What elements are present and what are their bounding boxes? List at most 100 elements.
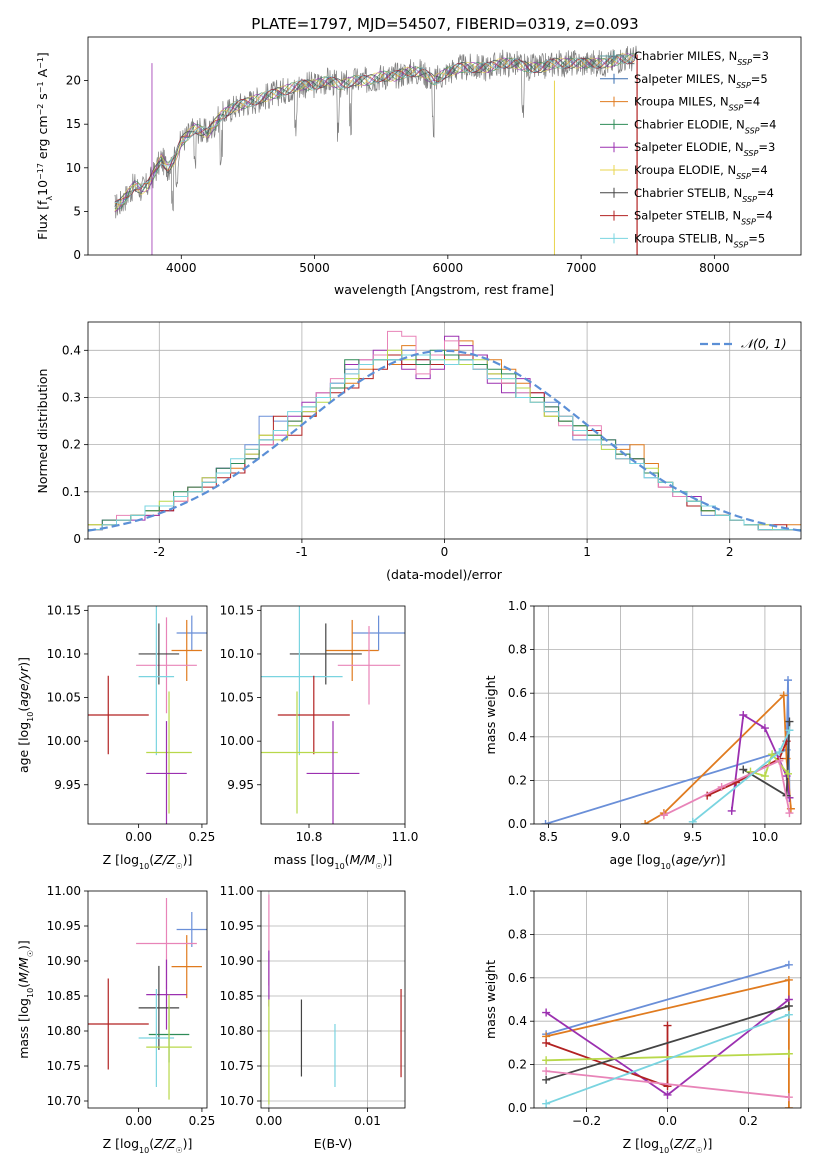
- weight-marker: [782, 754, 791, 763]
- weight-marker: [760, 772, 769, 781]
- weight-marker: [659, 811, 668, 820]
- y-tick-label: 0.4: [62, 343, 81, 357]
- errorbar-point: [352, 615, 405, 651]
- axes-frame: [87, 36, 802, 256]
- weight-line: [545, 963, 790, 1036]
- weight-marker: [785, 809, 794, 818]
- errorbar-point: [176, 615, 207, 651]
- y-tick-label: 10.15: [220, 603, 254, 617]
- y-axis-label: Normed distribution: [35, 369, 50, 494]
- x-axis-label: wavelength [Angstrom, rest frame]: [334, 282, 554, 297]
- y-tick-label: 10.90: [220, 954, 254, 968]
- x-tick-label: 0.00: [125, 830, 152, 844]
- y-tick-label: 0.4: [508, 730, 527, 744]
- axes-frame: [533, 605, 802, 825]
- errorbar-point: [146, 721, 187, 824]
- x-tick-label: 8.5: [539, 830, 558, 844]
- x-tick-label: 2: [726, 545, 734, 559]
- x-tick-label: 0.00: [256, 1114, 283, 1128]
- weight-line: [546, 1070, 789, 1099]
- weight-marker: [785, 726, 794, 735]
- y-tick-label: 9.95: [54, 778, 81, 792]
- spectrum-legend: Chabrier MILES, NSSP=3 Salpeter MILES, NS…: [600, 49, 776, 249]
- y-axis-label: mass [log10(M/M☉)]: [16, 940, 35, 1059]
- x-tick-label: 0: [441, 545, 449, 559]
- errorbar-point: [88, 978, 149, 1070]
- weight-line: [545, 680, 791, 824]
- y-axis-label: Flux [fλ10−17 erg cm−2 s−1 A−1]: [35, 52, 54, 240]
- errorbar-point: [277, 675, 350, 755]
- axes-frame: [87, 321, 802, 540]
- y-tick-label: 0.2: [62, 438, 81, 452]
- y-tick-label: 10.00: [220, 734, 254, 748]
- y-tick-label: 0.1: [62, 485, 81, 499]
- y-tick-label: 0.0: [508, 817, 527, 831]
- plot-area: [114, 45, 638, 255]
- errorbar-point: [146, 994, 192, 1100]
- x-tick-label: 0.01: [354, 1114, 381, 1128]
- model-spectrum-line: [114, 54, 635, 207]
- weight-marker: [727, 806, 736, 815]
- weight-marker: [663, 1021, 672, 1030]
- axes-frame: [87, 605, 208, 825]
- weight-line: [546, 1052, 789, 1062]
- x-axis-label: age [log10(age/yr)]: [609, 852, 725, 871]
- x-tick-label: 0.0: [658, 1114, 677, 1128]
- y-tick-label: 0: [73, 248, 81, 262]
- x-tick-label: 0.25: [189, 1114, 216, 1128]
- weight-marker: [688, 817, 697, 824]
- errorbar-point: [176, 912, 207, 947]
- weight-marker: [739, 711, 748, 719]
- y-tick-label: 10.90: [47, 954, 81, 968]
- errorbar-point: [306, 721, 360, 824]
- x-tick-label: 0.25: [189, 830, 216, 844]
- y-tick-label: 9.95: [227, 778, 254, 792]
- weight-marker: [542, 1038, 551, 1047]
- y-tick-label: 0.2: [508, 773, 527, 787]
- weight-marker: [784, 975, 793, 984]
- x-tick-label: -1: [296, 545, 308, 559]
- y-tick-label: 10.10: [220, 647, 254, 661]
- x-tick-label: −0.2: [572, 1114, 601, 1128]
- errorbar-point: [337, 626, 401, 705]
- x-tick-label: 8000: [699, 261, 730, 275]
- weight-marker: [784, 1010, 793, 1019]
- errorbar-point: [146, 691, 192, 814]
- weight-marker: [542, 1008, 551, 1017]
- model-spectrum-line: [114, 55, 635, 205]
- chart-weight_vs_Z: −0.2 0.0 0.2 0.0 0.2 0.4 0.6 0.8 1.0 Z [log10(Z/Z…: [483, 884, 802, 1155]
- legend-label: Kroupa STELIB, NSSP=5: [634, 231, 765, 249]
- chart-age_vs_mass: 10.8 11.0 9.95 10.00 10.05 10.10 10.15 mass [lo…: [220, 603, 419, 871]
- weight-marker: [784, 1093, 793, 1102]
- weight-marker: [784, 769, 793, 778]
- legend-label: Salpeter ELODIE, NSSP=3: [634, 140, 775, 158]
- legend-label: Chabrier STELIB, NSSP=4: [634, 186, 774, 204]
- model-spectrum-line: [114, 53, 635, 212]
- y-tick-label: 10.70: [47, 1094, 81, 1108]
- y-tick-label: 10: [66, 161, 81, 175]
- x-tick-label: 7000: [566, 261, 597, 275]
- x-axis-label: Z [log10(Z/Z☉)]: [623, 1136, 713, 1155]
- legend-label: 𝒩(0, 1): [741, 336, 787, 351]
- y-tick-label: 10.85: [47, 989, 81, 1003]
- legend-label: Kroupa ELODIE, NSSP=4: [634, 163, 768, 181]
- errorbar-point: [146, 959, 187, 1030]
- y-tick-label: 0.0: [508, 1101, 527, 1115]
- errorbar-point: [325, 619, 379, 681]
- y-tick-label: 1.0: [508, 599, 527, 613]
- figure-title: PLATE=1797, MJD=54507, FIBERID=0319, z=0…: [251, 15, 638, 33]
- y-tick-label: 0.8: [508, 927, 527, 941]
- y-tick-label: 10.75: [220, 1059, 254, 1073]
- y-tick-label: 10.95: [47, 919, 81, 933]
- y-tick-label: 1.0: [508, 884, 527, 898]
- x-axis-label: mass [log10(M/M☉)]: [274, 852, 393, 871]
- legend-label: Salpeter STELIB, NSSP=4: [634, 209, 773, 227]
- errorbar-point: [138, 989, 175, 1087]
- weight-marker: [542, 1056, 551, 1065]
- errorbar-point: [171, 935, 202, 999]
- x-tick-label: -2: [153, 545, 165, 559]
- axes-frame: [260, 605, 406, 825]
- errorbar-point: [261, 606, 343, 756]
- y-tick-label: 0.3: [62, 390, 81, 404]
- weight-marker: [775, 756, 784, 765]
